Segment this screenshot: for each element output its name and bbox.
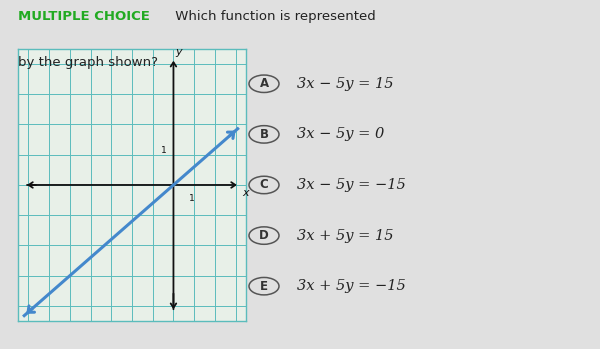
Text: 3x + 5y = 15: 3x + 5y = 15 (297, 229, 394, 243)
Text: 3x + 5y = −15: 3x + 5y = −15 (297, 279, 406, 293)
Text: B: B (260, 128, 269, 141)
Text: y: y (175, 47, 182, 57)
Text: MULTIPLE CHOICE: MULTIPLE CHOICE (18, 10, 150, 23)
Text: 3x − 5y = 15: 3x − 5y = 15 (297, 77, 394, 91)
Text: E: E (260, 280, 268, 293)
Text: x: x (242, 187, 250, 198)
Text: D: D (259, 229, 269, 242)
Text: C: C (260, 178, 268, 192)
Text: 1: 1 (189, 194, 195, 203)
Text: Which function is represented: Which function is represented (171, 10, 376, 23)
Text: 3x − 5y = −15: 3x − 5y = −15 (297, 178, 406, 192)
Text: 3x − 5y = 0: 3x − 5y = 0 (297, 127, 384, 141)
Text: 1: 1 (161, 146, 167, 155)
Text: A: A (259, 77, 269, 90)
Text: by the graph shown?: by the graph shown? (18, 56, 158, 69)
